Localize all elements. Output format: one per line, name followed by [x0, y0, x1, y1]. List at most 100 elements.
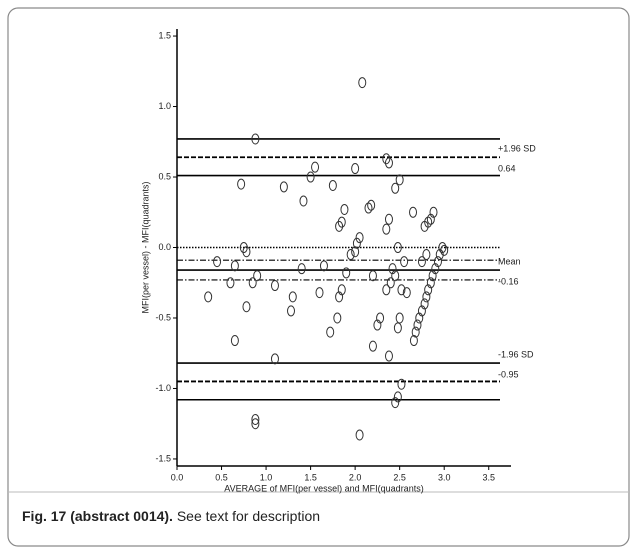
point [368, 340, 377, 352]
point [253, 270, 262, 282]
x-tick-label: 2.5 [393, 472, 406, 482]
point [400, 256, 409, 268]
point [351, 163, 360, 175]
point [422, 249, 431, 261]
point [384, 350, 393, 362]
caption-label: Fig. 17 (abstract 0014). [22, 508, 173, 524]
y-tick-label: 1.0 [158, 101, 171, 111]
point [393, 391, 402, 403]
point [382, 153, 391, 165]
line-label: -1.96 SD [498, 349, 534, 359]
x-tick-label: 0.5 [215, 472, 228, 482]
caption-text: See text for description [177, 508, 320, 524]
point [386, 277, 395, 289]
line-label: 0.64 [498, 164, 516, 174]
point [395, 174, 404, 186]
point [415, 312, 424, 324]
point [340, 203, 349, 215]
point [368, 270, 377, 282]
point [391, 182, 400, 194]
point [422, 291, 431, 303]
point [346, 249, 355, 261]
caption: Fig. 17 (abstract 0014). See text for de… [22, 508, 320, 524]
y-axis-label: MFI(per vessel) - MFI(quadrants) [140, 181, 150, 313]
line-label: Mean [498, 256, 521, 266]
x-tick-label: 1.5 [304, 472, 317, 482]
point [382, 284, 391, 296]
point [431, 263, 440, 275]
y-tick-label: 0.5 [158, 171, 171, 181]
point [426, 277, 435, 289]
plot: 1.51.00.50.0-0.5-1.0-1.50.0 0.5 1.0 1.5 2.0 2… [140, 29, 536, 493]
point [297, 263, 306, 275]
point [213, 256, 222, 268]
point [251, 133, 260, 145]
point [326, 326, 335, 338]
point [391, 270, 400, 282]
point [364, 202, 373, 214]
line-label: -0.95 [498, 369, 519, 379]
point [333, 312, 342, 324]
point [382, 223, 391, 235]
point [391, 397, 400, 409]
point [397, 378, 406, 390]
figure-border [7, 7, 630, 547]
point [358, 77, 367, 89]
point [335, 291, 344, 303]
x-tick-label: 1.0 [260, 472, 273, 482]
point [376, 312, 385, 324]
point [438, 242, 447, 253]
point [251, 413, 260, 425]
point [355, 429, 364, 441]
point [311, 161, 320, 173]
point [279, 181, 288, 193]
point [417, 256, 426, 268]
line-label: +1.96 SD [498, 144, 536, 154]
point [287, 305, 296, 317]
point [352, 237, 361, 249]
point [420, 220, 429, 232]
point [384, 213, 393, 225]
y-tick-label: -1.0 [155, 383, 171, 393]
point [417, 305, 426, 317]
point [328, 179, 337, 191]
point [426, 213, 435, 225]
point [413, 319, 422, 331]
point [337, 284, 346, 296]
point [337, 216, 346, 228]
x-tick-label: 2.0 [349, 472, 362, 482]
point [239, 242, 248, 253]
point [270, 353, 279, 365]
point [242, 301, 251, 313]
point [319, 260, 328, 272]
point [230, 260, 239, 272]
point [428, 270, 437, 282]
point [237, 178, 246, 190]
point [367, 199, 376, 211]
point [288, 291, 297, 303]
point [435, 249, 444, 261]
point [393, 242, 402, 253]
x-tick-label: 0.0 [171, 472, 184, 482]
point [402, 287, 411, 299]
point [355, 232, 364, 244]
point [388, 263, 397, 275]
point [351, 246, 360, 258]
point [373, 319, 382, 331]
point [424, 284, 433, 296]
point [270, 280, 279, 292]
line-label: -0.16 [498, 276, 519, 286]
point [248, 277, 257, 289]
point [242, 246, 251, 258]
x-tick-label: 3.5 [482, 472, 495, 482]
y-tick-label: 0.0 [158, 242, 171, 252]
y-tick-label: -1.5 [155, 453, 171, 463]
point [409, 335, 418, 347]
point [230, 335, 239, 347]
point [335, 220, 344, 232]
y-tick-label: 1.5 [158, 30, 171, 40]
point [315, 287, 324, 299]
point [251, 418, 260, 430]
point [420, 298, 429, 310]
y-tick-label: -0.5 [155, 312, 171, 322]
